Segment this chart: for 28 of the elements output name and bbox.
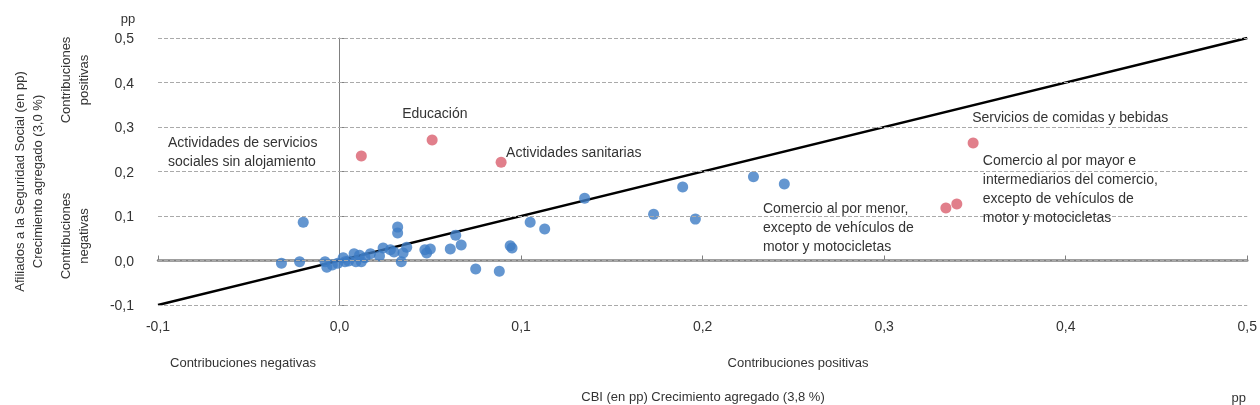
- text: pp: [1231, 389, 1246, 405]
- y-tick-label: 0,5: [114, 30, 135, 46]
- text: Contribuciones negativas: [57, 192, 91, 280]
- annotation: Actividades sanitarias: [506, 144, 642, 161]
- x-tick-label: 0,2: [692, 318, 713, 334]
- x-tick-label: -0,1: [145, 318, 171, 334]
- y-tick-label: 0,3: [114, 119, 135, 135]
- y-tick-label: 0,2: [114, 163, 135, 180]
- annotation: Comercio al por menor, excepto de vehículos de motor y motocicletas: [762, 199, 915, 254]
- annotation: Comercio al por mayor e intermediarios del comercio, excepto de vehículos de motor y motocicletas: [982, 152, 1158, 226]
- x-tick-label: 0,0: [329, 318, 350, 334]
- annotation: Educación: [402, 104, 468, 121]
- annotation: Servicios de comidas y bebidas: [972, 109, 1169, 126]
- text: pp: [120, 10, 136, 26]
- x-tick-label: 0,5: [1237, 318, 1258, 334]
- y-tick-label: 0,1: [114, 208, 135, 224]
- text: Contribuciones negativas: [170, 354, 317, 370]
- x-tick-label: 0,1: [511, 318, 532, 334]
- text: Contribuciones positivas: [57, 36, 91, 124]
- y-tick-label: -0,1: [109, 297, 135, 313]
- text: Afiliados a la Seguridad Social (en pp) Crecimiento agregado (3,0 %): [11, 71, 45, 292]
- y-tick-label: 0,4: [114, 74, 135, 91]
- annotation: Actividades de servicios sociales sin alojamiento: [168, 133, 318, 169]
- x-axis-title: CBI (en pp) Crecimiento agregado (3,8 %): [581, 388, 825, 404]
- x-tick-label: 0,4: [1055, 318, 1076, 334]
- x-tick-label: 0,3: [874, 318, 895, 334]
- text: Contribuciones positivas: [727, 354, 869, 370]
- y-tick-label: 0,0: [114, 252, 135, 269]
